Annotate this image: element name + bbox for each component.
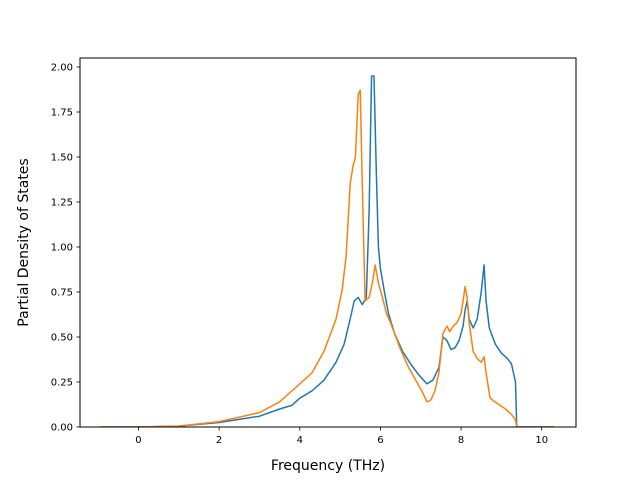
plot-area (100, 75, 554, 427)
x-tick-label: 10 (535, 435, 548, 446)
y-axis: 0.00 0.25 0.50 0.75 1.00 1.25 1.50 1.75 2.00 (51, 63, 80, 434)
x-axis: 0 2 4 6 8 10 (135, 427, 548, 446)
series-line-2 (100, 89, 554, 427)
y-tick-label: 1.00 (51, 243, 73, 254)
y-tick-label: 0.00 (51, 423, 73, 434)
x-tick-label: 2 (216, 435, 222, 446)
x-tick-label: 8 (458, 435, 464, 446)
series-line-1 (100, 75, 554, 427)
y-tick-label: 1.75 (51, 108, 73, 119)
y-tick-label: 0.75 (51, 288, 73, 299)
x-tick-label: 6 (377, 435, 383, 446)
y-tick-label: 0.25 (51, 378, 73, 389)
x-tick-label: 0 (135, 435, 141, 446)
y-tick-label: 1.50 (51, 153, 73, 164)
y-tick-label: 0.50 (51, 333, 73, 344)
x-tick-label: 4 (297, 435, 303, 446)
plot-frame (79, 57, 577, 428)
y-axis-label: Partial Density of States (16, 158, 32, 326)
y-tick-label: 1.25 (51, 198, 73, 209)
y-tick-label: 2.00 (51, 63, 73, 74)
x-axis-label: Frequency (THz) (271, 458, 385, 474)
